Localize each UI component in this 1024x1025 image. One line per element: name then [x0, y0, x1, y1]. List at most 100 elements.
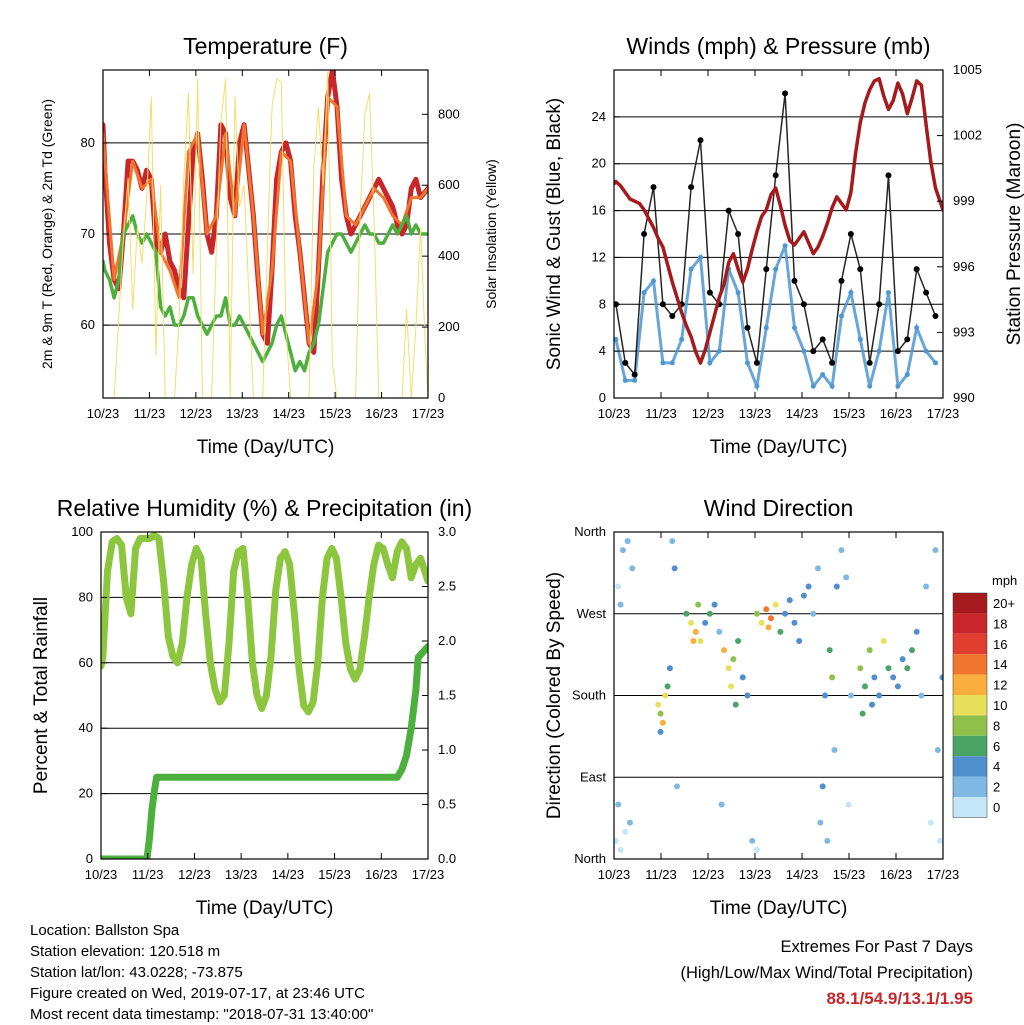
colorbar-swatch	[953, 797, 987, 818]
direction-point	[695, 601, 702, 608]
direction-point	[617, 846, 624, 853]
colorbar-label: 8	[993, 718, 1000, 733]
direction-point	[720, 647, 727, 654]
colorbar-swatch	[953, 695, 987, 716]
direction-point	[932, 547, 939, 554]
colorbar-swatch	[953, 674, 987, 695]
colorbar-swatch	[953, 756, 987, 777]
direction-point	[817, 819, 824, 826]
colorbar-swatch	[953, 633, 987, 655]
direction-point	[697, 638, 704, 644]
direction-point	[688, 619, 695, 626]
y2-tick-label: 1.0	[438, 742, 456, 757]
y-tick-label: 12	[592, 249, 606, 264]
y-tick-label: 60	[81, 317, 95, 332]
temperature-panel: 10/23 11/23 12/23 13/23 14/23 15/23 16/23 17/23…	[39, 33, 499, 458]
direction-point	[843, 574, 850, 581]
colorbar-swatch	[953, 715, 987, 736]
direction-point	[796, 638, 803, 644]
direction-point	[869, 701, 876, 708]
y2-tick-label: 200	[438, 319, 460, 334]
x-tick-label: 17/23	[412, 867, 445, 882]
station-latlon: Station lat/lon: 43.0228; -73.875	[30, 964, 243, 981]
direction-point	[666, 665, 673, 672]
y-tick-label: 4	[599, 343, 606, 358]
direction-point	[728, 683, 735, 690]
direction-point	[845, 801, 852, 808]
y2-tick-label: 2.0	[438, 633, 456, 648]
y2-tick-label: 996	[953, 259, 975, 274]
winds-panel: 10/23 11/23 12/23 13/23 14/23 15/23 16/23 17/23…	[544, 33, 1024, 458]
station-elevation: Station elevation: 120.518 m	[30, 943, 221, 960]
colorbar-label: 6	[993, 739, 1000, 754]
direction-point	[683, 610, 690, 617]
direction-point	[937, 837, 943, 844]
direction-point	[619, 547, 626, 554]
x-tick-label: 12/23	[692, 867, 725, 882]
y-tick-label: 60	[79, 655, 93, 670]
colorbar-label: 18	[993, 616, 1007, 631]
y-tick-label: 0	[86, 851, 93, 866]
colorbar-swatch	[953, 593, 987, 614]
panel-title: Relative Humidity (%) & Precipitation (i…	[57, 495, 472, 521]
y-tick-label: 100	[71, 524, 93, 539]
direction-point	[615, 801, 622, 808]
x-tick-label: 11/23	[134, 406, 166, 421]
direction-point	[819, 783, 826, 790]
y-tick-label: West	[577, 606, 607, 621]
direction-point	[718, 801, 725, 808]
winds-data	[614, 76, 943, 392]
x-tick-label: 13/23	[739, 867, 772, 882]
direction-point	[880, 638, 887, 644]
y2-axis-label: Solar Insolation (Yellow)	[483, 159, 499, 309]
direction-point	[706, 610, 713, 617]
relative-humidity-series-line	[101, 532, 428, 716]
direction-point	[857, 665, 864, 672]
direction-point	[814, 565, 821, 572]
direction-point	[777, 628, 784, 635]
direction-point	[690, 638, 697, 644]
direction-point	[824, 837, 831, 844]
direction-point	[822, 692, 829, 699]
direction-panel: 10/23 11/23 12/23 13/23 14/23 15/23 16/23 17/23…	[544, 495, 1017, 919]
y-tick-label: North	[574, 851, 606, 866]
colorbar-label: 16	[993, 637, 1007, 652]
figure-created: Figure created on Wed, 2019-07-17, at 23…	[30, 985, 365, 1002]
y-tick-label: North	[574, 524, 606, 539]
gust-series-line	[615, 93, 937, 377]
x-tick-label: 11/23	[645, 867, 677, 882]
direction-point	[735, 638, 742, 644]
y2-tick-label: 1.5	[438, 688, 456, 703]
direction-point	[927, 819, 934, 826]
x-tick-label: 14/23	[786, 867, 819, 882]
sonic-wind-series-line	[614, 245, 937, 392]
colorbar-label: 20+	[993, 596, 1015, 611]
direction-point	[885, 665, 892, 672]
y2-tick-label: 400	[438, 248, 460, 263]
y2-tick-label: 0.5	[438, 797, 456, 812]
x-tick-label: 12/23	[180, 406, 213, 421]
x-tick-label: 12/23	[178, 867, 211, 882]
direction-point	[671, 565, 678, 572]
colorbar-swatch	[953, 776, 987, 797]
y2-axis-label: Station Pressure (Maroon)	[1004, 123, 1024, 346]
x-axis-label: Time (Day/UTC)	[710, 898, 848, 919]
recent-timestamp: Most recent data timestamp: "2018-07-31 …	[30, 1006, 374, 1023]
direction-point	[923, 583, 930, 590]
direction-point	[617, 601, 624, 608]
direction-point	[624, 538, 631, 545]
direction-point	[657, 728, 664, 735]
direction-point	[908, 647, 915, 654]
panel-title: Winds (mph) & Pressure (mb)	[626, 33, 930, 59]
y2-tick-label: 600	[438, 177, 460, 192]
plot-frame	[613, 531, 944, 860]
direction-point	[847, 692, 854, 699]
direction-point	[615, 583, 622, 590]
direction-point	[702, 619, 709, 626]
y-axis-label: Direction (Colored By Speed)	[544, 572, 565, 819]
x-axis-label: Time (Day/UTC)	[196, 898, 334, 919]
x-tick-label: 11/23	[132, 867, 164, 882]
plot-frame	[613, 69, 944, 399]
2m-td-series-line	[103, 214, 428, 373]
